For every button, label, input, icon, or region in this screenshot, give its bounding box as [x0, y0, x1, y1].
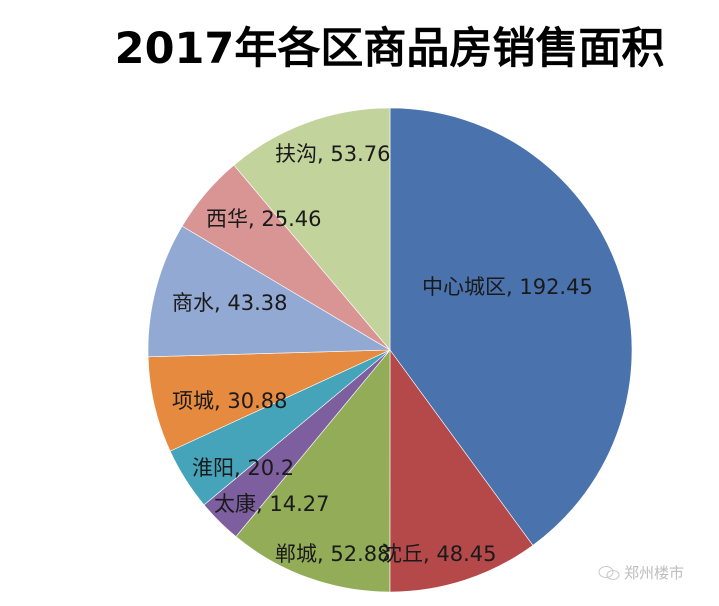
- chart-title: 2017年各区商品房销售面积: [0, 14, 719, 76]
- watermark-text: 郑州楼市: [624, 564, 685, 582]
- pie-slice: [147, 225, 392, 358]
- pie-slice: [235, 349, 391, 593]
- data-label: 中心城区, 192.45: [422, 275, 593, 299]
- pie-slice: [389, 349, 534, 593]
- data-label: 沈丘, 48.45: [381, 542, 497, 566]
- data-label: 西华, 25.46: [206, 207, 322, 231]
- pie-slice: [389, 107, 633, 546]
- data-label: 项城, 30.88: [172, 389, 288, 413]
- wechat-icon: [598, 565, 620, 580]
- watermark: 郑州楼市: [598, 562, 684, 583]
- data-label: 商水, 43.38: [172, 291, 288, 315]
- data-label: 太康, 14.27: [214, 492, 330, 516]
- chart-title-text: 2017年各区商品房销售面积: [114, 24, 665, 74]
- pie-slice: [233, 107, 391, 351]
- data-label: 扶沟, 53.76: [275, 142, 391, 166]
- data-label: 郸城, 52.88: [275, 542, 391, 566]
- data-label: 淮阳, 20.2: [192, 456, 295, 480]
